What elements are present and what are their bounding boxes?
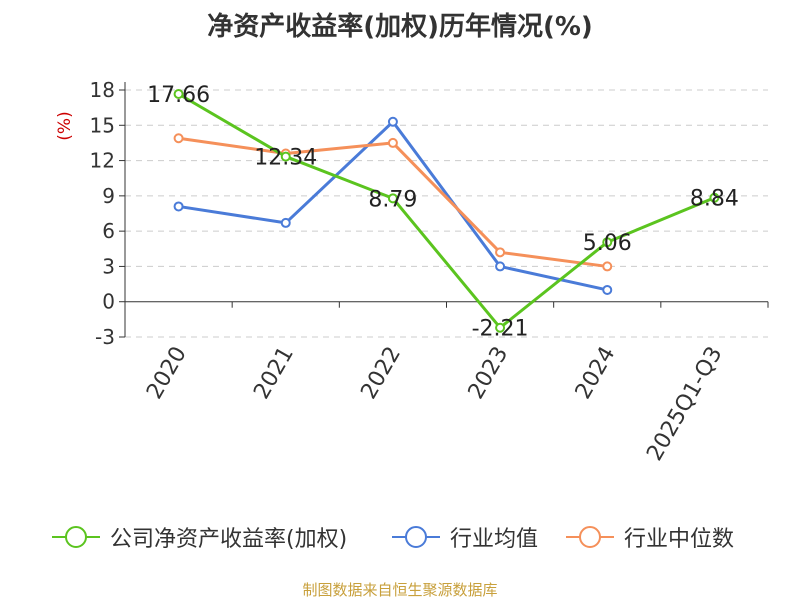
- y-tick-label: 18: [90, 78, 115, 102]
- y-tick-label: 15: [90, 113, 115, 137]
- x-tick-label: 2020: [142, 343, 192, 404]
- y-tick-label: 6: [102, 219, 115, 243]
- data-point: [173, 133, 184, 144]
- legend-median-circle-icon: [566, 526, 614, 548]
- data-point: [495, 261, 506, 272]
- legend-mean-circle-icon: [392, 526, 440, 548]
- data-label: 5.06: [583, 231, 632, 256]
- y-tick-label: 9: [102, 184, 115, 208]
- data-point: [709, 192, 720, 203]
- data-label: 8.84: [690, 187, 739, 212]
- source-note: 制图数据来自恒生聚源数据库: [302, 581, 498, 599]
- data-point: [387, 137, 398, 148]
- x-tick-label: 2023: [464, 343, 514, 404]
- chart-title: 净资产收益率(加权)历年情况(%): [207, 12, 593, 42]
- data-point: [173, 201, 184, 212]
- legend-label-industry-median: 行业中位数: [624, 527, 735, 552]
- data-point: [602, 237, 613, 248]
- legend-label-company: 公司净资产收益率(加权): [110, 527, 348, 552]
- x-tick-label: 2021: [249, 343, 299, 404]
- data-label: 8.79: [368, 187, 417, 212]
- data-point: [387, 116, 398, 127]
- data-point: [280, 217, 291, 228]
- legend-item-industry-median[interactable]: 行业中位数: [566, 524, 735, 552]
- data-point: [387, 193, 398, 204]
- data-label: 12.34: [254, 146, 317, 171]
- y-tick-label: 12: [90, 149, 115, 173]
- x-tick-label: 2022: [356, 343, 406, 404]
- y-tick-label: 0: [102, 290, 115, 314]
- x-tick-label: 2024: [571, 343, 621, 404]
- legend-label-industry-mean: 行业均值: [450, 527, 539, 552]
- legend-item-company[interactable]: 公司净资产收益率(加权): [52, 524, 348, 552]
- data-label: -2.21: [472, 317, 529, 342]
- y-tick-label: 3: [102, 254, 115, 278]
- data-point: [602, 261, 613, 272]
- data-point: [173, 88, 184, 99]
- legend-item-industry-mean[interactable]: 行业均值: [392, 524, 539, 552]
- x-tick-label: 2025Q1-Q3: [642, 343, 727, 466]
- y-axis-label: (%): [55, 111, 75, 140]
- series-line: [177, 92, 715, 330]
- data-point: [495, 322, 506, 333]
- y-tick-label: -3: [95, 325, 115, 349]
- data-point: [495, 247, 506, 258]
- legend-company-circle-icon: [52, 526, 100, 548]
- data-point: [280, 151, 291, 162]
- data-label: 17.66: [147, 83, 210, 108]
- data-point: [602, 284, 613, 295]
